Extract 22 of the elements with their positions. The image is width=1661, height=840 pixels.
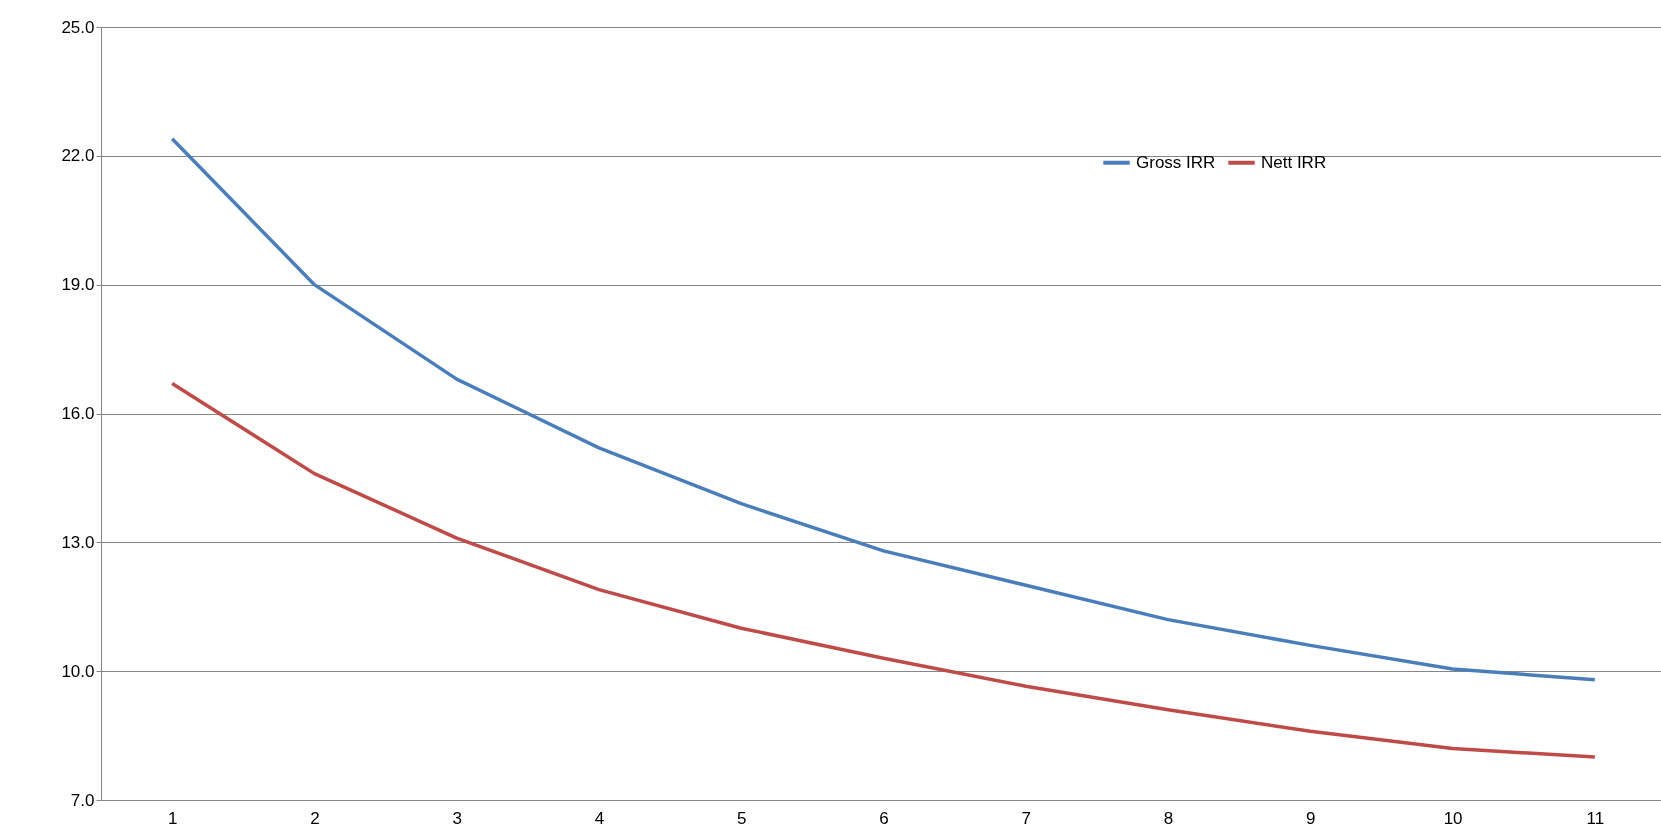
x-tick-label: 7 [1021, 808, 1032, 828]
x-tick-label: 5 [736, 808, 747, 828]
legend-label: Gross IRR [1136, 152, 1216, 172]
y-tick-label: 22.0 [61, 146, 95, 166]
x-tick-label: 11 [1586, 808, 1605, 828]
x-tick-label: 6 [879, 808, 889, 828]
line-series [170, 136, 1597, 682]
x-tick-label: 8 [1163, 808, 1174, 828]
x-tick-label: 3 [452, 808, 462, 828]
y-tick-label: 10.0 [61, 661, 95, 681]
y-tick-label: 13.0 [61, 532, 95, 552]
y-tick-label: 25.0 [61, 17, 95, 37]
x-tick-label: 1 [167, 808, 178, 828]
legend-label: Nett IRR [1261, 152, 1327, 172]
y-tick-label: 19.0 [61, 275, 95, 295]
y-tick-label: 16.0 [61, 404, 95, 423]
y-tick-label: 7.0 [70, 790, 95, 810]
x-tick-label: 2 [310, 808, 320, 828]
x-tick-label: 9 [1306, 808, 1316, 828]
x-tick-label: 10 [1443, 808, 1463, 828]
line-series [170, 381, 1597, 759]
x-tick-label: 4 [594, 808, 605, 828]
